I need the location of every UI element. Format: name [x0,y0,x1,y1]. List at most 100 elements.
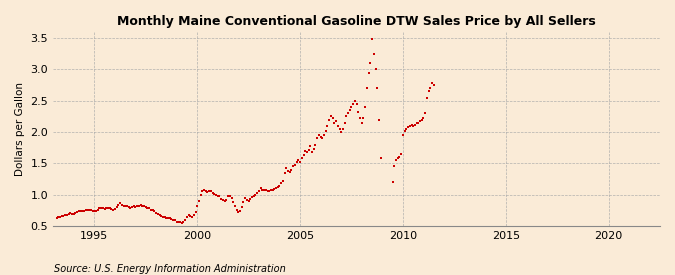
Point [140,205,151,209]
Point [72,210,82,214]
Point [257,187,268,192]
Point [369,52,379,56]
Point [351,102,362,106]
Point [232,207,242,212]
Point [137,204,148,208]
Point [105,206,115,211]
Point [153,212,163,216]
Point [254,189,265,193]
Point [57,214,68,218]
Point [128,204,139,209]
Point [142,205,153,210]
Point [269,187,279,191]
Point [402,125,413,129]
Point [68,212,79,216]
Point [234,209,245,213]
Point [298,152,309,157]
Point [70,211,81,216]
Point [358,116,369,120]
Point [306,150,317,154]
Point [387,180,398,184]
Point [92,207,103,212]
Point [156,214,167,218]
Point [401,127,412,131]
Point [300,148,310,153]
Point [214,194,225,199]
Point [274,184,285,189]
Point [53,215,63,219]
Point [115,201,126,206]
Point [171,219,182,224]
Point [325,114,336,119]
Point [314,133,325,138]
Point [396,152,406,156]
Point [327,116,338,120]
Point [219,199,230,204]
Point [144,206,155,211]
Point [324,117,335,122]
Point [96,205,107,210]
Point [163,216,173,221]
Point [312,136,323,141]
Point [87,209,98,213]
Point [192,204,202,208]
Point [340,120,350,125]
Point [159,215,170,219]
Point [82,207,93,212]
Point [216,197,227,201]
Point [186,214,197,219]
Point [157,214,168,219]
Point [89,209,100,214]
Point [246,195,257,199]
Point [134,204,144,208]
Y-axis label: Dollars per Gallon: Dollars per Gallon [15,82,25,176]
Point [223,194,234,199]
Point [375,156,386,161]
Point [348,102,358,106]
Point [130,205,141,209]
Point [406,122,417,127]
Point [111,205,122,209]
Point [356,120,367,125]
Point [308,147,319,151]
Text: Source: U.S. Energy Information Administration: Source: U.S. Energy Information Administ… [54,264,286,274]
Point [273,185,284,189]
Point [310,142,321,147]
Point [198,187,209,192]
Point [106,207,117,211]
Point [183,213,194,218]
Point [342,111,353,116]
Point [80,207,91,212]
Point [346,105,357,109]
Point [305,144,316,148]
Point [372,86,383,90]
Point [427,81,437,86]
Title: Monthly Maine Conventional Gasoline DTW Sales Price by All Sellers: Monthly Maine Conventional Gasoline DTW … [117,15,596,28]
Point [165,216,176,221]
Point [169,218,180,222]
Point [138,204,149,209]
Point [238,200,249,204]
Point [217,198,228,202]
Point [75,209,86,213]
Point [362,86,373,90]
Point [109,207,120,211]
Point [252,191,263,196]
Point [200,189,211,193]
Point [204,189,215,193]
Point [178,220,189,224]
Point [90,209,101,213]
Point [404,123,415,128]
Point [264,189,275,193]
Point [255,186,266,191]
Point [122,204,132,208]
Point [416,117,427,122]
Point [271,186,281,191]
Point [284,170,295,174]
Point [65,211,76,216]
Point [317,136,327,141]
Point [408,123,418,128]
Point [341,114,352,119]
Point [180,218,190,222]
Point [126,205,137,209]
